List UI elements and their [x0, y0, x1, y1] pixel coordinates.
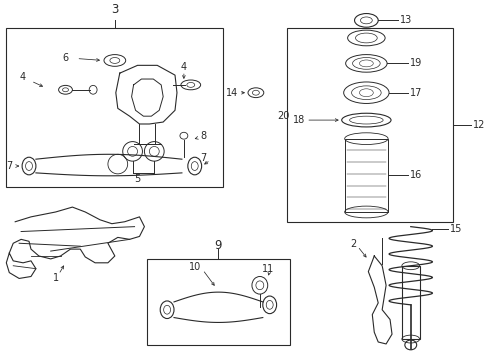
Text: 7: 7 — [200, 153, 206, 163]
Text: 20: 20 — [277, 111, 289, 121]
Text: 12: 12 — [472, 120, 484, 130]
Text: 15: 15 — [449, 224, 462, 234]
Text: 16: 16 — [409, 170, 421, 180]
Text: 3: 3 — [111, 4, 118, 17]
Text: 14: 14 — [225, 88, 238, 98]
Bar — [344, 139, 387, 212]
Text: 13: 13 — [399, 15, 411, 25]
Text: 1: 1 — [53, 274, 59, 283]
Text: 17: 17 — [409, 88, 421, 98]
Text: 9: 9 — [214, 239, 222, 252]
Bar — [287, 28, 452, 222]
Text: 4: 4 — [181, 62, 186, 72]
Text: 11: 11 — [261, 264, 273, 274]
Bar — [401, 266, 419, 339]
Text: 18: 18 — [292, 115, 305, 125]
Text: 8: 8 — [200, 131, 206, 141]
Text: 7: 7 — [6, 161, 13, 171]
Bar — [6, 28, 223, 186]
Text: 5: 5 — [134, 174, 141, 184]
Text: 10: 10 — [188, 262, 201, 272]
Bar — [147, 259, 290, 345]
Text: 6: 6 — [62, 53, 68, 63]
Text: 4: 4 — [20, 72, 26, 82]
Text: 2: 2 — [349, 239, 356, 249]
Text: 19: 19 — [409, 58, 421, 68]
